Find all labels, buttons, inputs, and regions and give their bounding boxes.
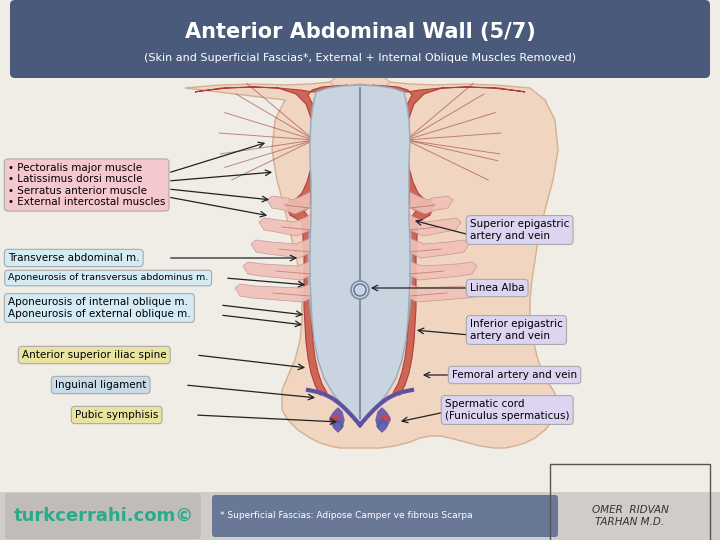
Polygon shape bbox=[402, 280, 485, 302]
Text: Aponeurosis of internal oblique m.
Aponeurosis of external oblique m.: Aponeurosis of internal oblique m. Apone… bbox=[8, 297, 191, 319]
Text: Femoral artery and vein: Femoral artery and vein bbox=[452, 370, 577, 380]
FancyBboxPatch shape bbox=[5, 493, 201, 539]
Polygon shape bbox=[185, 79, 558, 448]
FancyBboxPatch shape bbox=[212, 495, 558, 537]
Polygon shape bbox=[195, 85, 348, 210]
Text: Transverse abdominal m.: Transverse abdominal m. bbox=[8, 253, 140, 263]
Text: (Skin and Superficial Fascias*, External + Internal Oblique Muscles Removed): (Skin and Superficial Fascias*, External… bbox=[144, 53, 576, 63]
Polygon shape bbox=[251, 236, 314, 258]
Polygon shape bbox=[267, 192, 310, 214]
Text: Superior epigastric
artery and vein: Superior epigastric artery and vein bbox=[470, 219, 570, 241]
Text: • Pectoralis major muscle
• Latissimus dorsi muscle
• Serratus anterior muscle
•: • Pectoralis major muscle • Latissimus d… bbox=[8, 163, 166, 207]
Polygon shape bbox=[376, 408, 390, 432]
Polygon shape bbox=[243, 258, 316, 280]
Polygon shape bbox=[259, 214, 312, 236]
Polygon shape bbox=[330, 70, 390, 87]
Polygon shape bbox=[286, 200, 327, 395]
Circle shape bbox=[351, 281, 369, 299]
Text: * Superficial Fascias: Adipose Camper ve fibrous Scarpa: * Superficial Fascias: Adipose Camper ve… bbox=[220, 511, 472, 521]
Polygon shape bbox=[372, 85, 525, 210]
Text: Aponeurosis of transversus abdominus m.: Aponeurosis of transversus abdominus m. bbox=[8, 273, 208, 282]
Text: Inferior epigastric
artery and vein: Inferior epigastric artery and vein bbox=[470, 319, 563, 341]
Text: OMER  RIDVAN
TARHAN M.D.: OMER RIDVAN TARHAN M.D. bbox=[592, 505, 668, 527]
Text: Spermatic cord
(Funiculus spermaticus): Spermatic cord (Funiculus spermaticus) bbox=[445, 399, 570, 421]
Polygon shape bbox=[404, 258, 477, 280]
Polygon shape bbox=[408, 214, 461, 236]
Polygon shape bbox=[235, 280, 318, 302]
Text: turkcerrahi.com©: turkcerrahi.com© bbox=[14, 507, 194, 525]
Polygon shape bbox=[406, 236, 469, 258]
FancyBboxPatch shape bbox=[10, 0, 710, 78]
Text: Anterior superior iliac spine: Anterior superior iliac spine bbox=[22, 350, 166, 360]
Polygon shape bbox=[308, 85, 412, 420]
Text: Pubic symphisis: Pubic symphisis bbox=[75, 410, 158, 420]
Polygon shape bbox=[410, 192, 453, 214]
FancyBboxPatch shape bbox=[0, 492, 720, 540]
Text: Anterior Abdominal Wall (5/7): Anterior Abdominal Wall (5/7) bbox=[184, 22, 536, 42]
Polygon shape bbox=[330, 408, 344, 432]
Text: Inguinal ligament: Inguinal ligament bbox=[55, 380, 146, 390]
Text: Linea Alba: Linea Alba bbox=[470, 283, 524, 293]
Polygon shape bbox=[393, 200, 434, 395]
Polygon shape bbox=[310, 85, 410, 422]
